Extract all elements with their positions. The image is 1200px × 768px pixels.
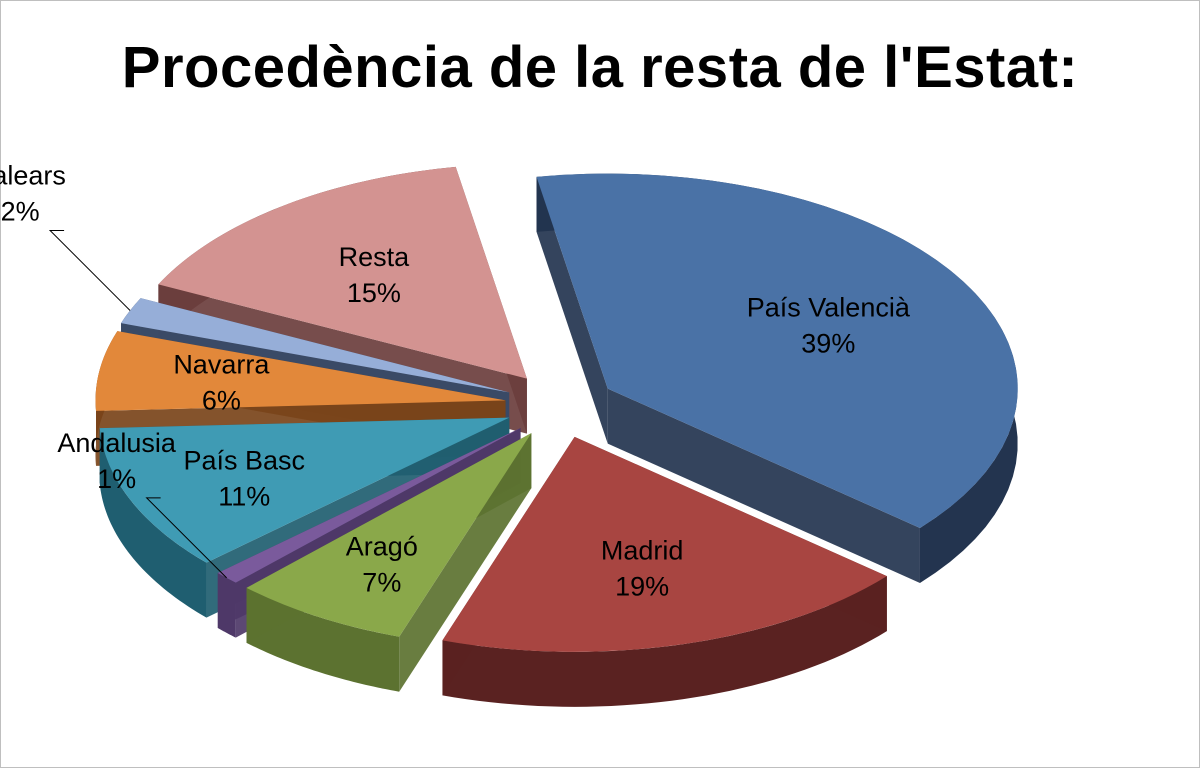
label-pais-valencia: País Valencià	[747, 292, 911, 322]
slice-madrid	[442, 436, 887, 652]
value-pais-valencia: 39%	[801, 328, 855, 358]
value-navarra: 6%	[202, 385, 241, 415]
label-madrid: Madrid	[601, 535, 684, 565]
value-madrid: 19%	[615, 571, 669, 601]
leader-line-balears	[48, 229, 131, 311]
value-resta: 15%	[347, 278, 401, 308]
label-balears: Balears	[0, 160, 66, 190]
chart-title: Procedència de la resta de l'Estat:	[121, 35, 1079, 100]
value-andalusia: 1%	[97, 464, 136, 494]
slice-navarra	[95, 331, 506, 411]
label-andalusia: Andalusia	[57, 428, 177, 458]
label-arago: Aragó	[346, 532, 418, 562]
value-pais-basc: 11%	[218, 482, 270, 512]
leader-line-andalusia	[145, 497, 227, 579]
slice-resta	[158, 166, 527, 379]
label-navarra: Navarra	[173, 349, 270, 379]
value-arago: 7%	[362, 568, 401, 598]
slice-arago	[246, 433, 532, 637]
label-resta: Resta	[339, 242, 411, 272]
label-pais-basc: País Basc	[183, 446, 305, 476]
slice-balears	[121, 298, 510, 393]
slice-pais-basc	[99, 417, 510, 563]
slice-andalusia	[217, 428, 521, 583]
value-balears: 2%	[1, 196, 40, 226]
slice-pais-valencia	[536, 173, 1018, 528]
